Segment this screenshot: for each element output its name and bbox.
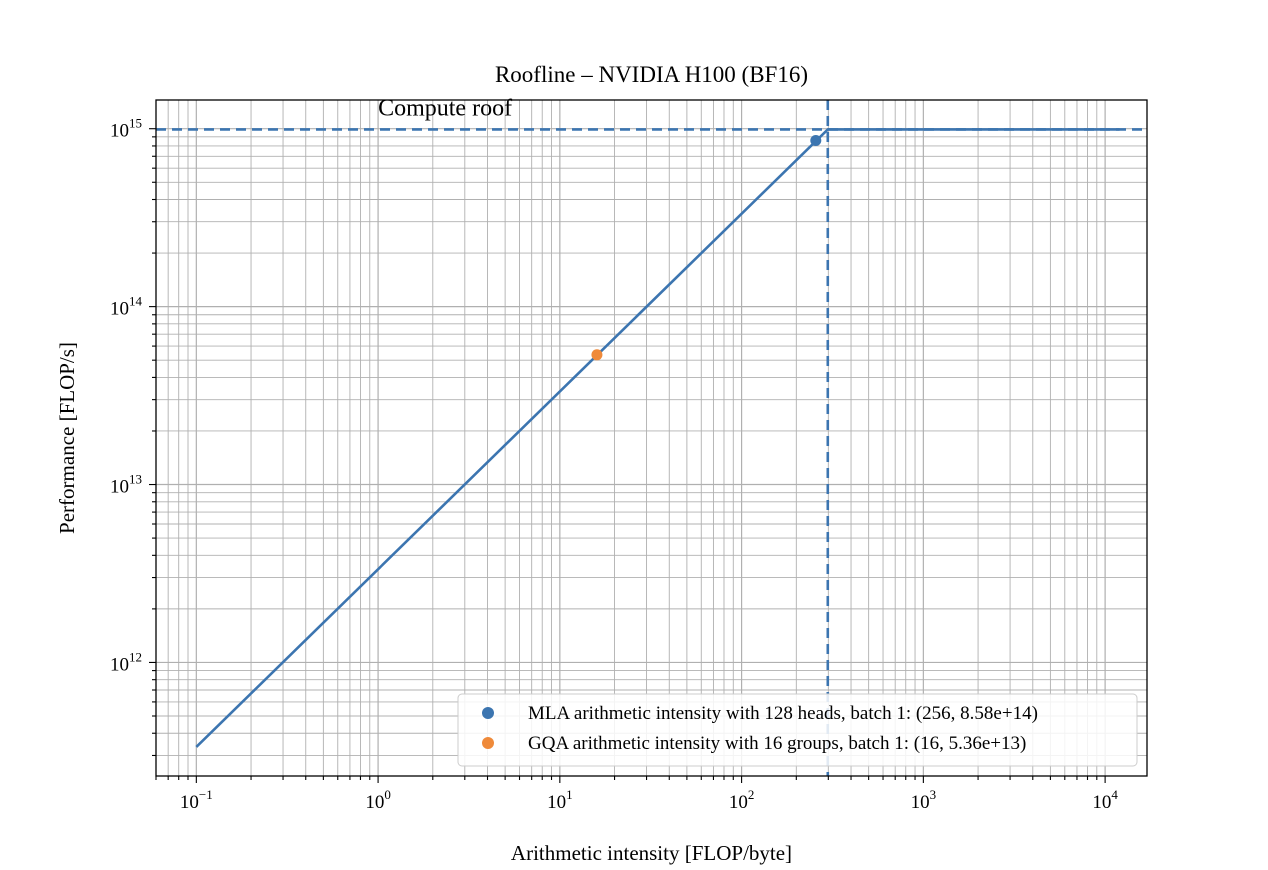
y-tick-label: 1012 <box>110 649 142 675</box>
y-axis-label: Performance [FLOP/s] <box>55 342 79 534</box>
chart-title: Roofline – NVIDIA H100 (BF16) <box>495 62 808 87</box>
legend-marker <box>482 737 494 749</box>
legend-entry: MLA arithmetic intensity with 128 heads,… <box>528 703 1038 724</box>
scatter-point-gqa <box>591 349 603 361</box>
legend-box <box>457 693 1138 767</box>
axis-ticks <box>149 128 1106 783</box>
y-tick-label: 1014 <box>110 294 143 320</box>
plot-frame <box>155 99 1148 777</box>
x-tick-label: 101 <box>547 787 573 813</box>
scatter-point-mla <box>810 135 822 147</box>
y-tick-label: 1013 <box>110 472 142 498</box>
x-tick-label: 100 <box>365 787 391 813</box>
x-tick-label: 104 <box>1092 787 1118 813</box>
x-tick-label: 103 <box>911 787 937 813</box>
plot-content: Compute roof <box>156 95 1147 776</box>
y-tick-label: 1015 <box>110 116 142 142</box>
legend-marker <box>482 707 494 719</box>
roofline-curve <box>195 128 1120 748</box>
legend-entry: GQA arithmetic intensity with 16 groups,… <box>528 733 1026 754</box>
legend: MLA arithmetic intensity with 128 heads,… <box>457 693 1138 767</box>
x-axis-label: Arithmetic intensity [FLOP/byte] <box>511 841 792 865</box>
x-tick-label: 10−1 <box>180 787 213 813</box>
grid-lines <box>155 100 1147 776</box>
x-tick-label: 102 <box>729 787 755 813</box>
